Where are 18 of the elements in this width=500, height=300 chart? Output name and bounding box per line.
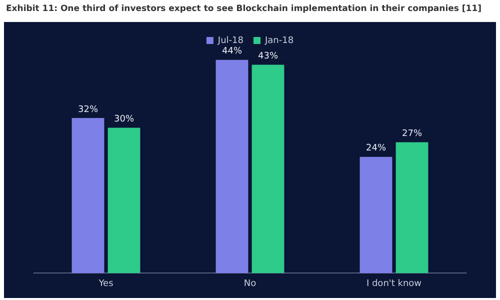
bar bbox=[216, 60, 248, 274]
bar bbox=[72, 118, 104, 274]
data-label: 43% bbox=[258, 52, 278, 62]
x-tick-label: I don't know bbox=[366, 278, 422, 289]
legend-label: Jul-18 bbox=[216, 36, 244, 46]
bar bbox=[396, 142, 428, 274]
legend-label: Jan-18 bbox=[264, 36, 294, 46]
data-label: 27% bbox=[402, 129, 422, 140]
data-label: 24% bbox=[366, 144, 386, 154]
chart-title: Exhibit 11: One third of investors expect to see Blockchain implementation in their companies [11] bbox=[5, 3, 483, 16]
bar bbox=[108, 128, 140, 274]
bar bbox=[252, 64, 284, 274]
data-label: 30% bbox=[114, 114, 134, 125]
x-tick-label: No bbox=[244, 278, 257, 289]
x-tick-label: Yes bbox=[98, 278, 114, 289]
bar bbox=[360, 156, 392, 274]
data-label: 44% bbox=[222, 46, 242, 57]
data-label: 32% bbox=[78, 104, 98, 115]
